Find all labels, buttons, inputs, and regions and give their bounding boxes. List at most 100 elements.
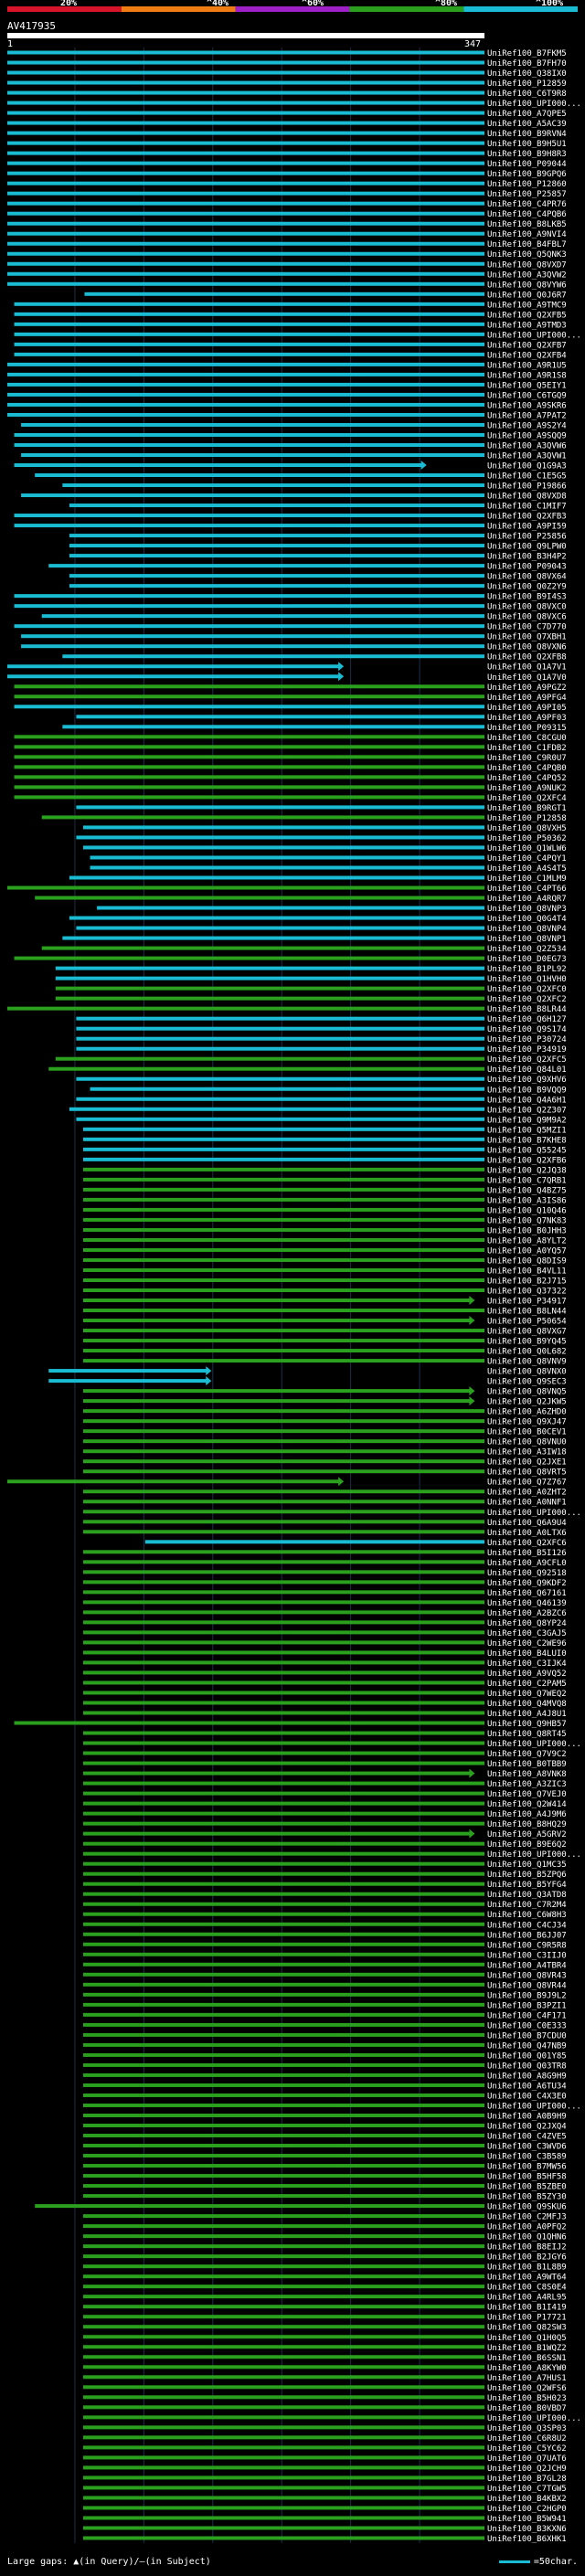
hit-row[interactable]: UniRef100_Q4MVQ8 xyxy=(82,1700,567,1709)
hit-row[interactable]: UniRef100_Q1G9A3 xyxy=(14,461,567,472)
hit-bar[interactable] xyxy=(7,271,484,276)
hit-bar[interactable] xyxy=(35,896,485,900)
hit-row[interactable]: UniRef100_B7MW56 xyxy=(82,2163,567,2172)
hit-bar[interactable] xyxy=(82,2174,485,2178)
hit-row[interactable]: UniRef100_A9NVI4 xyxy=(7,230,567,239)
hit-label[interactable]: UniRef100_Q8VNU0 xyxy=(487,1438,567,1447)
hit-bar[interactable] xyxy=(82,1247,485,1252)
hit-row[interactable]: UniRef100_A9S2Y4 xyxy=(21,421,567,430)
hit-row[interactable]: UniRef100_A3QVW6 xyxy=(14,441,567,451)
hit-bar[interactable] xyxy=(35,473,485,478)
hit-label[interactable]: UniRef100_A5AC39 xyxy=(487,120,567,129)
hit-label[interactable]: UniRef100_Q2JQ38 xyxy=(487,1166,567,1175)
hit-bar[interactable] xyxy=(82,1942,485,1946)
hit-bar[interactable] xyxy=(7,201,484,206)
hit-bar[interactable] xyxy=(82,1439,485,1444)
hit-bar[interactable] xyxy=(14,594,485,599)
hit-bar[interactable] xyxy=(82,1751,485,1755)
hit-bar[interactable] xyxy=(7,664,340,669)
hit-row[interactable]: UniRef100_A8G9H9 xyxy=(82,2072,567,2081)
hit-bar[interactable] xyxy=(14,524,485,528)
hit-bar[interactable] xyxy=(55,966,484,970)
hit-bar[interactable] xyxy=(82,1801,485,1806)
hit-bar[interactable] xyxy=(82,2184,485,2189)
hit-label[interactable]: UniRef100_B3PZI1 xyxy=(487,2001,567,2010)
hit-label[interactable]: UniRef100_Q1WLW6 xyxy=(487,844,567,853)
hit-bar[interactable] xyxy=(82,1781,485,1786)
hit-row[interactable]: UniRef100_Q8VXC0 xyxy=(14,603,567,612)
hit-row[interactable]: UniRef100_C2HGP0 xyxy=(82,2505,567,2514)
hit-row[interactable]: UniRef100_B5ZY30 xyxy=(82,2193,567,2202)
hit-label[interactable]: UniRef100_C4F171 xyxy=(487,2011,567,2020)
hit-bar[interactable] xyxy=(82,1902,485,1906)
hit-label[interactable]: UniRef100_Q38IX0 xyxy=(487,69,567,79)
hit-bar[interactable] xyxy=(69,1107,485,1111)
hit-row[interactable]: UniRef100_C4PR76 xyxy=(7,200,567,209)
hit-label[interactable]: UniRef100_Q4MVQ8 xyxy=(487,1700,567,1709)
hit-row[interactable]: UniRef100_P09043 xyxy=(48,563,567,572)
hit-bar[interactable] xyxy=(82,1861,485,1866)
hit-bar[interactable] xyxy=(14,342,485,346)
hit-label[interactable]: UniRef100_Q67161 xyxy=(487,1589,567,1598)
hit-label[interactable]: UniRef100_B8LR44 xyxy=(487,1005,567,1014)
hit-row[interactable]: UniRef100_B1L8B9 xyxy=(82,2263,567,2273)
hit-row[interactable]: UniRef100_B9H5U1 xyxy=(7,140,567,149)
hit-label[interactable]: UniRef100_Q8YP24 xyxy=(487,1619,567,1628)
hit-label[interactable]: UniRef100_Q7V9C2 xyxy=(487,1750,567,1759)
hit-row[interactable]: UniRef100_C1MLM9 xyxy=(69,875,567,884)
hit-bar[interactable] xyxy=(14,322,485,326)
hit-row[interactable]: UniRef100_C3GAJ5 xyxy=(82,1629,567,1638)
hit-row[interactable]: UniRef100_Q6A9U4 xyxy=(82,1519,567,1528)
hit-label[interactable]: UniRef100_C4PQ52 xyxy=(487,774,567,783)
hit-label[interactable]: UniRef100_C4ZVE5 xyxy=(487,2133,567,2142)
hit-label[interactable]: UniRef100_Q3SP03 xyxy=(487,2424,567,2433)
hit-bar[interactable] xyxy=(82,1560,485,1564)
hit-row[interactable]: UniRef100_UPI000... xyxy=(82,1850,581,1860)
hit-label[interactable]: UniRef100_C4PQY1 xyxy=(487,854,567,864)
hit-label[interactable]: UniRef100_C8S0E4 xyxy=(487,2284,567,2293)
hit-row[interactable]: UniRef100_A9NUK2 xyxy=(14,784,567,793)
hit-row[interactable]: UniRef100_A9VQ52 xyxy=(82,1670,567,1679)
hit-bar[interactable] xyxy=(35,2204,485,2209)
hit-label[interactable]: UniRef100_B7KHE8 xyxy=(487,1136,567,1145)
hit-bar[interactable] xyxy=(82,1992,485,1997)
hit-bar[interactable] xyxy=(14,463,422,468)
hit-label[interactable]: UniRef100_Q8VX64 xyxy=(487,573,567,582)
hit-bar[interactable] xyxy=(90,1087,484,1091)
hit-row[interactable]: UniRef100_B4FBL7 xyxy=(7,240,567,249)
hit-row[interactable]: UniRef100_B7FKM5 xyxy=(7,49,567,58)
hit-row[interactable]: UniRef100_Q8VNV9 xyxy=(82,1358,567,1367)
hit-label[interactable]: UniRef100_B9J9L2 xyxy=(487,1991,567,2000)
hit-row[interactable]: UniRef100_B0JHH3 xyxy=(82,1226,567,1235)
hit-label[interactable]: UniRef100_Q8VNP4 xyxy=(487,925,567,934)
hit-row[interactable]: UniRef100_Q8VXH5 xyxy=(82,824,567,833)
hit-row[interactable]: UniRef100_C4X3E0 xyxy=(82,2092,567,2101)
hit-label[interactable]: UniRef100_B0TBB9 xyxy=(487,1760,567,1769)
hit-label[interactable]: UniRef100_B9H8R3 xyxy=(487,150,567,159)
hit-bar[interactable] xyxy=(82,1257,485,1262)
hit-bar[interactable] xyxy=(7,241,484,246)
hit-bar[interactable] xyxy=(82,1299,471,1303)
hit-row[interactable]: UniRef100_A8KYW0 xyxy=(82,2364,567,2373)
hit-row[interactable]: UniRef100_UPI000... xyxy=(14,331,581,340)
hit-label[interactable]: UniRef100_UPI000... xyxy=(487,331,581,340)
hit-label[interactable]: UniRef100_A3ZIC3 xyxy=(487,1780,567,1789)
hit-row[interactable]: UniRef100_A8VNK8 xyxy=(82,1768,567,1780)
hit-bar[interactable] xyxy=(97,906,484,910)
hit-bar[interactable] xyxy=(69,534,485,538)
hit-label[interactable]: UniRef100_C7D770 xyxy=(487,623,567,632)
hit-label[interactable]: UniRef100_C7QRB1 xyxy=(487,1176,567,1185)
hit-row[interactable]: UniRef100_A7QPE5 xyxy=(7,110,567,119)
hit-label[interactable]: UniRef100_C3WVD6 xyxy=(487,2143,567,2152)
hit-bar[interactable] xyxy=(82,1389,471,1394)
hit-bar[interactable] xyxy=(82,1187,485,1192)
hit-bar[interactable] xyxy=(14,432,485,437)
hit-label[interactable]: UniRef100_A3QVW2 xyxy=(487,270,567,280)
hit-bar[interactable] xyxy=(69,544,485,548)
hit-bar[interactable] xyxy=(82,2415,485,2420)
hit-label[interactable]: UniRef100_Q1QHN6 xyxy=(487,2233,567,2242)
hit-label[interactable]: UniRef100_Q9SEC3 xyxy=(487,1378,567,1387)
hit-label[interactable]: UniRef100_P09044 xyxy=(487,160,567,169)
hit-row[interactable]: UniRef100_C1E5G5 xyxy=(35,472,567,482)
hit-row[interactable]: UniRef100_UPI000... xyxy=(7,100,581,109)
